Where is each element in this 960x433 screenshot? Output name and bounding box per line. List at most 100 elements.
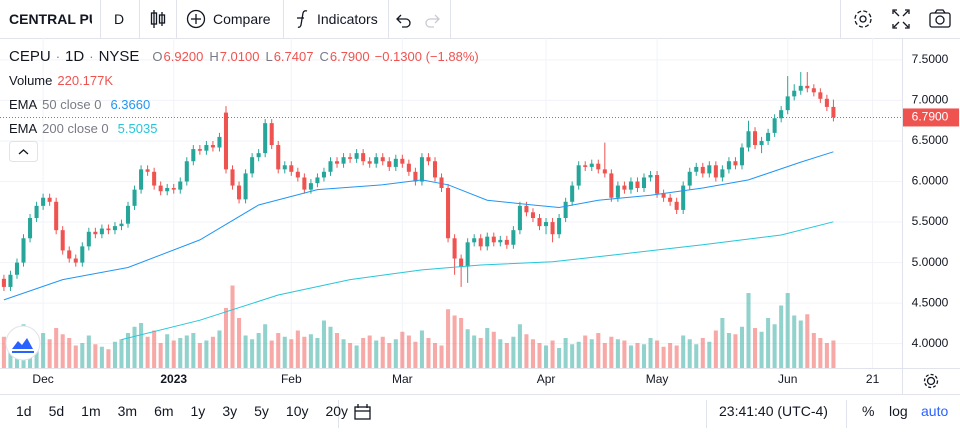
volume-bar: [511, 336, 516, 368]
volume-bar: [41, 333, 46, 368]
volume-bar: [387, 343, 392, 368]
range-button[interactable]: 1d: [16, 403, 32, 419]
volume-pane: [1, 285, 836, 368]
candle-body: [171, 188, 176, 190]
volume-bar: [86, 335, 91, 368]
percent-toggle[interactable]: %: [862, 403, 875, 419]
candle-body: [67, 250, 72, 259]
candle-body: [432, 161, 438, 178]
volume-bar: [537, 343, 542, 368]
volume-bar: [517, 324, 522, 368]
candle-body: [739, 147, 745, 166]
x-tick-label: May: [646, 372, 669, 386]
range-button[interactable]: 3y: [222, 403, 238, 419]
candle-body: [243, 173, 248, 200]
candle-body: [570, 185, 575, 202]
range-button[interactable]: 3m: [117, 403, 138, 419]
volume-bar: [498, 339, 503, 368]
candle-body: [766, 132, 771, 141]
fullscreen-icon[interactable]: [892, 9, 910, 29]
candle-body: [583, 165, 588, 167]
volume-bar: [753, 328, 758, 368]
redo-icon[interactable]: [425, 14, 440, 28]
range-button[interactable]: 5d: [48, 403, 65, 419]
candle-body: [263, 123, 268, 154]
volume-bar: [478, 338, 483, 368]
range-button[interactable]: 1m: [81, 403, 101, 419]
candle-body: [321, 171, 326, 178]
candle-body: [348, 157, 353, 159]
axis-settings-icon[interactable]: [923, 373, 939, 389]
volume-bar: [302, 336, 307, 368]
volume-bar: [380, 336, 385, 368]
logo[interactable]: [5, 325, 41, 361]
range-button[interactable]: 6m: [154, 403, 174, 419]
range-button[interactable]: 20y: [325, 403, 349, 419]
legend-ema-params: 200 close 0: [42, 120, 109, 136]
range-button[interactable]: 1y: [190, 403, 206, 419]
legend-ticker: CEPU: [9, 47, 51, 65]
candle-body: [60, 230, 65, 251]
candle-body: [1, 278, 6, 287]
legend-ohlc-value: 6.7900: [329, 48, 370, 64]
volume-bar: [230, 285, 235, 368]
date-range-icon[interactable]: [354, 404, 371, 420]
candle-body: [661, 193, 666, 198]
settings-icon[interactable]: [854, 10, 872, 28]
volume-bar: [596, 333, 601, 368]
candle-body: [230, 169, 235, 186]
interval-button[interactable]: D: [114, 11, 125, 27]
volume-bar: [687, 339, 692, 368]
legend-separator: ·: [55, 48, 61, 64]
legend-ema-name: EMA: [9, 120, 38, 136]
range-button[interactable]: 10y: [285, 403, 309, 419]
screenshot-icon[interactable]: [929, 9, 951, 28]
volume-bar: [576, 341, 581, 368]
y-tick-label: 6.0000: [912, 174, 949, 188]
compare-button[interactable]: Compare: [213, 11, 271, 27]
collapse-legend-button[interactable]: [9, 141, 38, 162]
volume-bar: [674, 345, 679, 368]
candle-style-icon[interactable]: [150, 10, 166, 28]
volume-bar: [563, 338, 568, 368]
volume-bar: [158, 343, 163, 368]
indicators-icon[interactable]: [297, 10, 308, 28]
symbol-search[interactable]: CENTRAL PU: [9, 11, 92, 27]
legend-ema-50: EMA 50 close 0 6.3660: [9, 95, 150, 113]
volume-bar: [602, 343, 607, 368]
candle-body: [472, 238, 477, 243]
legend-ema-200: EMA 200 close 0 5.5035: [9, 119, 157, 137]
volume-bar: [184, 335, 189, 368]
volume-bar: [739, 326, 745, 368]
candle-body: [295, 171, 300, 178]
candle-body: [687, 171, 692, 186]
volume-bar: [1, 336, 6, 368]
toolbar-icons: [150, 9, 951, 420]
candle-body: [648, 175, 653, 178]
candle-body: [269, 123, 274, 146]
legend-volume-value: 220.177K: [57, 72, 114, 88]
log-toggle[interactable]: log: [889, 403, 908, 419]
indicators-button[interactable]: Indicators: [317, 11, 378, 27]
candle-body: [805, 85, 810, 89]
volume-bar: [289, 339, 294, 368]
legend-main: CEPU · 1D · NYSE O 6.9200 H 7.0100 L 6.7407 C 6…: [9, 47, 479, 65]
auto-toggle[interactable]: auto: [921, 403, 949, 419]
compare-icon[interactable]: [186, 9, 206, 29]
legend-interval: 1D: [65, 47, 85, 65]
volume-bar: [413, 341, 418, 368]
candle-body: [641, 177, 647, 188]
volume-bar: [432, 343, 438, 368]
volume-bar: [374, 340, 379, 368]
candle-body: [210, 145, 215, 148]
candle-body: [746, 131, 751, 148]
candle-body: [517, 205, 522, 231]
volume-bar: [321, 320, 326, 368]
candle-body: [720, 169, 725, 178]
range-button[interactable]: 5y: [254, 403, 269, 419]
candle-body: [707, 165, 712, 174]
volume-bar: [589, 339, 594, 368]
volume-bar: [426, 338, 431, 368]
candle-body: [308, 183, 313, 190]
undo-icon[interactable]: [396, 14, 411, 28]
